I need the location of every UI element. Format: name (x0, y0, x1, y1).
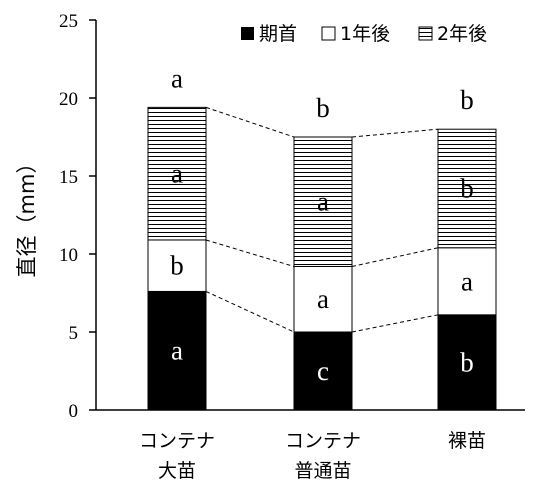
legend-label-period-start: 期首 (259, 23, 297, 45)
connector-line (351, 128, 439, 138)
y-tick-label: 15 (59, 167, 78, 188)
segment-letter: a (317, 187, 329, 217)
legend-label-year-1: 1年後 (340, 23, 390, 45)
y-tick-label: 0 (69, 401, 79, 422)
segment-letter: a (461, 266, 473, 296)
segment-letter: a (317, 284, 329, 314)
legend-label-year-2: 2年後 (437, 23, 487, 45)
bar-segment (293, 331, 353, 411)
bar-segment (147, 106, 207, 241)
category-label: 普通苗 (294, 460, 351, 482)
y-tick-label: 20 (59, 89, 78, 110)
total-letter: a (171, 63, 183, 93)
y-tick-label: 5 (69, 323, 79, 344)
connector-line (351, 247, 439, 267)
y-axis-label: 直径（mm） (15, 153, 39, 278)
category-label: コンテナ (139, 430, 215, 452)
bar-segment (147, 239, 207, 292)
segment-letter: b (460, 347, 474, 377)
y-tick-label: 25 (59, 11, 78, 32)
connector-line (205, 106, 295, 138)
connector-lines (205, 106, 439, 333)
category-label: 裸苗 (448, 430, 486, 452)
category-label: 大苗 (158, 460, 196, 482)
legend-swatch-year-1 (321, 26, 336, 41)
segment-letter: a (171, 159, 183, 189)
significance-letters: a b a a c a a b b a b b (170, 63, 474, 386)
y-tick-label: 10 (59, 245, 78, 266)
bar-segment (437, 314, 497, 411)
bar-segment (293, 136, 353, 267)
total-letter: b (316, 93, 330, 123)
connector-line (205, 290, 295, 333)
legend-swatch-period-start (241, 27, 254, 40)
y-ticks: 0 5 10 15 20 25 (59, 11, 96, 422)
bar-segment (293, 265, 353, 333)
segment-letter: b (170, 251, 184, 281)
bars (147, 106, 497, 411)
legend: 期首 1年後 2年後 (241, 23, 487, 45)
connector-line (351, 314, 439, 333)
category-label: コンテナ (285, 430, 361, 452)
bar-segment (437, 128, 497, 249)
total-letter: b (460, 85, 474, 115)
bar-segment (437, 247, 497, 316)
segment-letter: b (460, 173, 474, 203)
bar-segment (147, 290, 207, 411)
connector-line (205, 239, 295, 267)
segment-letter: c (317, 356, 329, 386)
segment-letter: a (171, 336, 183, 366)
legend-swatch-year-2 (418, 26, 433, 41)
